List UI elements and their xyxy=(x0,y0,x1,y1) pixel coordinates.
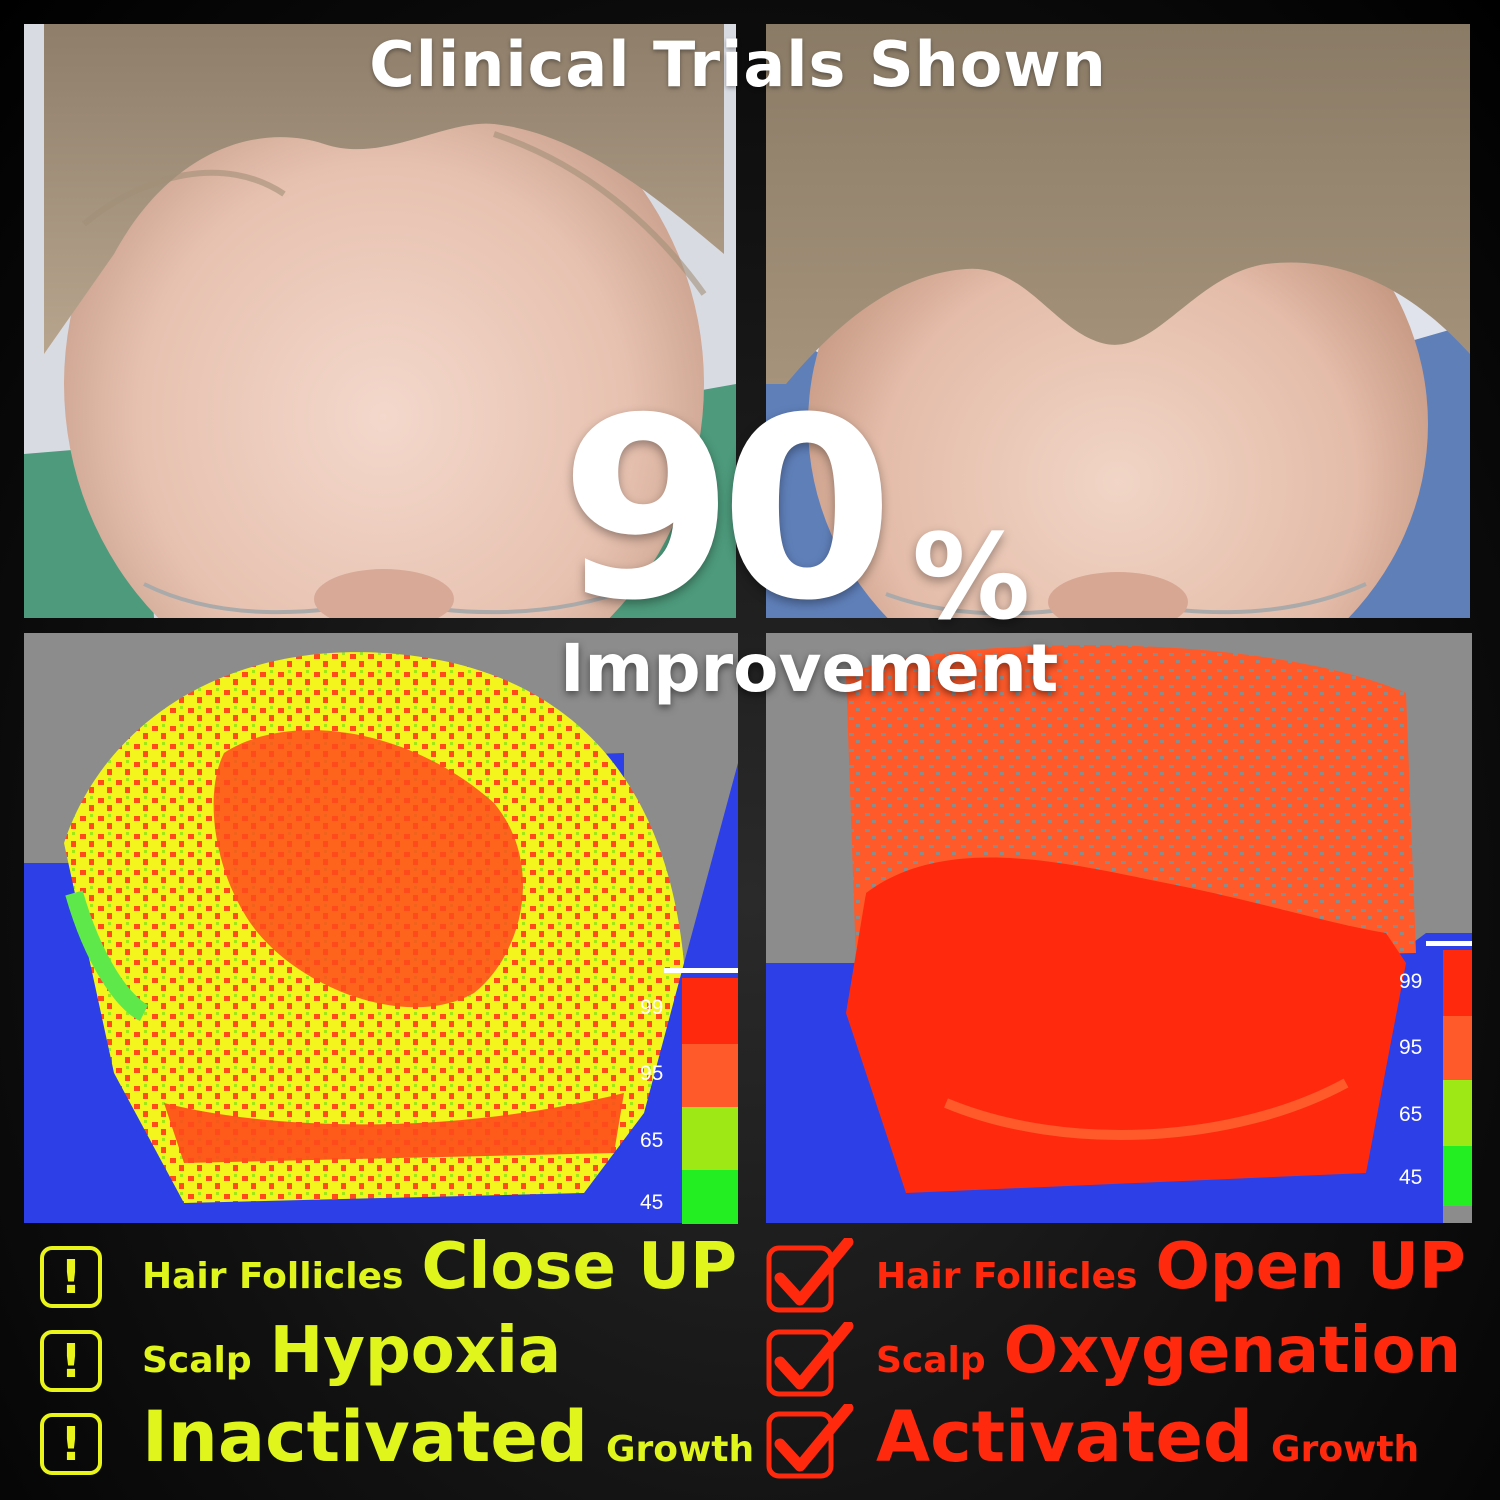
scale-label: 45 xyxy=(640,1191,664,1214)
scale-label: 65 xyxy=(1399,1103,1423,1126)
after-item-1: Hair Follicles Open UP xyxy=(876,1230,1466,1304)
scale-cell-99 xyxy=(1443,950,1472,1016)
before-item-2-large: Hypoxia xyxy=(269,1314,562,1388)
before-item-2-small: Scalp xyxy=(142,1340,252,1381)
scale-label: 95 xyxy=(640,1062,664,1085)
after-item-2-large: Oxygenation xyxy=(1003,1314,1462,1388)
before-item-1-large: Close UP xyxy=(421,1230,737,1304)
scale-cell-95 xyxy=(1443,1016,1472,1080)
after-item-1-small: Hair Follicles xyxy=(876,1256,1138,1297)
after-item-1-large: Open UP xyxy=(1155,1230,1466,1304)
scale-label: 45 xyxy=(1399,1166,1423,1189)
after-item-3-large: Activated xyxy=(876,1396,1254,1478)
scale-cell-45 xyxy=(682,1170,738,1224)
checkmark-icon xyxy=(766,1404,854,1479)
before-item-3-small: Growth xyxy=(605,1429,755,1470)
scale-label: 99 xyxy=(1399,970,1423,993)
before-item-1-small: Hair Follicles xyxy=(142,1256,404,1297)
scale-cell-45 xyxy=(1443,1146,1472,1206)
before-thermal-map xyxy=(24,633,738,1223)
after-item-2-small: Scalp xyxy=(876,1340,986,1381)
after-item-2: Scalp Oxygenation xyxy=(876,1314,1461,1388)
scale-label: 95 xyxy=(1399,1036,1423,1059)
after-item-3-small: Growth xyxy=(1271,1429,1420,1470)
before-item-3: Inactivated Growth xyxy=(142,1396,754,1478)
scale-label: 65 xyxy=(640,1129,664,1152)
scale-cell-95 xyxy=(682,1044,738,1107)
percent-sign: % xyxy=(912,508,1031,646)
before-item-3-large: Inactivated xyxy=(142,1396,588,1478)
exclamation-icon: ! xyxy=(40,1246,102,1308)
scale-cell-65 xyxy=(1443,1080,1472,1146)
scale-cell-65 xyxy=(682,1107,738,1170)
checkmark-icon xyxy=(766,1238,854,1313)
improvement-value: 90 xyxy=(560,364,894,655)
after-photo xyxy=(766,24,1470,618)
after-thermal-map xyxy=(766,633,1472,1223)
before-item-1: Hair Follicles Close UP xyxy=(142,1230,737,1304)
before-item-2: Scalp Hypoxia xyxy=(142,1314,561,1388)
scale-label: 99 xyxy=(640,996,664,1019)
scale-cell-low xyxy=(1443,1206,1472,1223)
scale-cell-99 xyxy=(682,978,738,1044)
before-photo xyxy=(24,24,736,618)
exclamation-icon: ! xyxy=(40,1330,102,1392)
page-title: Clinical Trials Shown xyxy=(369,28,1107,101)
checkmark-icon xyxy=(766,1322,854,1397)
improvement-label: Improvement xyxy=(560,630,1059,707)
after-item-3: Activated Growth xyxy=(876,1396,1419,1478)
exclamation-icon: ! xyxy=(40,1413,102,1475)
